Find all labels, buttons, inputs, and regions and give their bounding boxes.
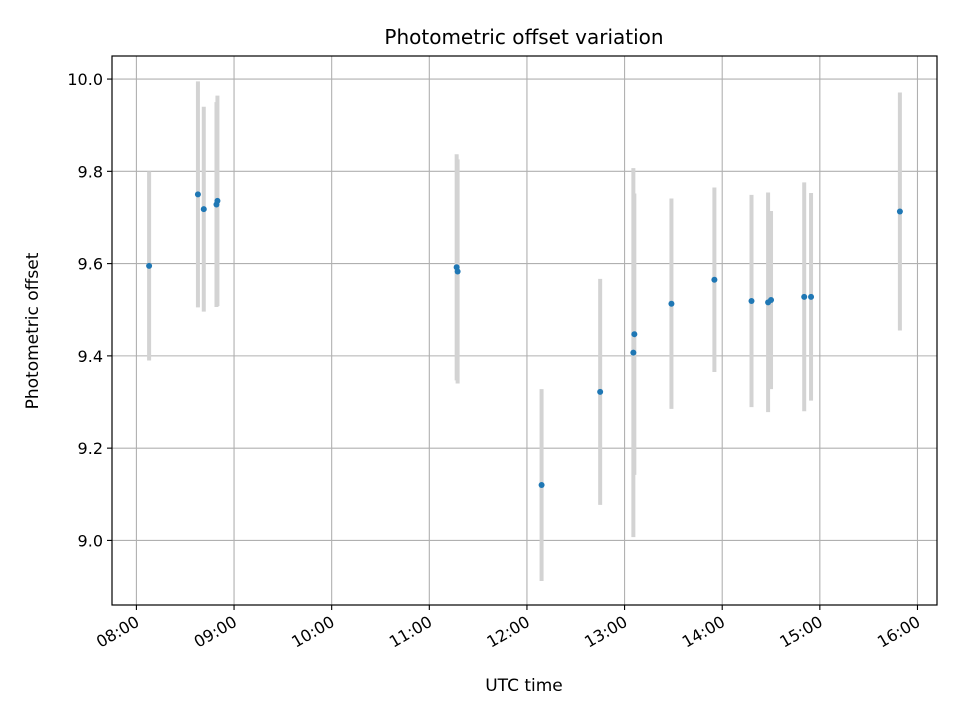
chart-title: Photometric offset variation xyxy=(384,25,663,49)
data-point xyxy=(748,297,755,304)
y-tick-label: 10.0 xyxy=(67,70,103,89)
data-point xyxy=(194,191,201,198)
data-point xyxy=(896,208,903,215)
data-point xyxy=(801,293,808,300)
data-point xyxy=(454,268,461,275)
grid xyxy=(112,56,937,605)
data-point xyxy=(200,206,207,213)
y-tick-label: 9.8 xyxy=(78,162,103,181)
data-point xyxy=(711,276,718,283)
y-tick-label: 9.4 xyxy=(78,347,103,366)
data-point xyxy=(768,297,775,304)
y-axis-ticks: 9.0 9.2 9.4 9.6 9.8 10.0 xyxy=(67,70,112,550)
y-axis-label: Photometric offset xyxy=(23,252,43,409)
y-tick-label: 9.0 xyxy=(78,531,103,550)
data-point xyxy=(631,331,638,338)
data-point xyxy=(808,293,815,300)
plot-frame xyxy=(111,55,938,606)
x-axis-label: UTC time xyxy=(485,676,563,696)
y-tick-label: 9.6 xyxy=(78,255,103,274)
y-tick-label: 9.2 xyxy=(78,439,103,458)
data-point xyxy=(538,482,545,489)
data-point xyxy=(214,197,221,204)
data-point xyxy=(630,349,637,356)
data-point xyxy=(146,262,153,269)
data-point xyxy=(597,388,604,395)
data-point xyxy=(668,300,675,307)
data-points xyxy=(146,191,903,489)
